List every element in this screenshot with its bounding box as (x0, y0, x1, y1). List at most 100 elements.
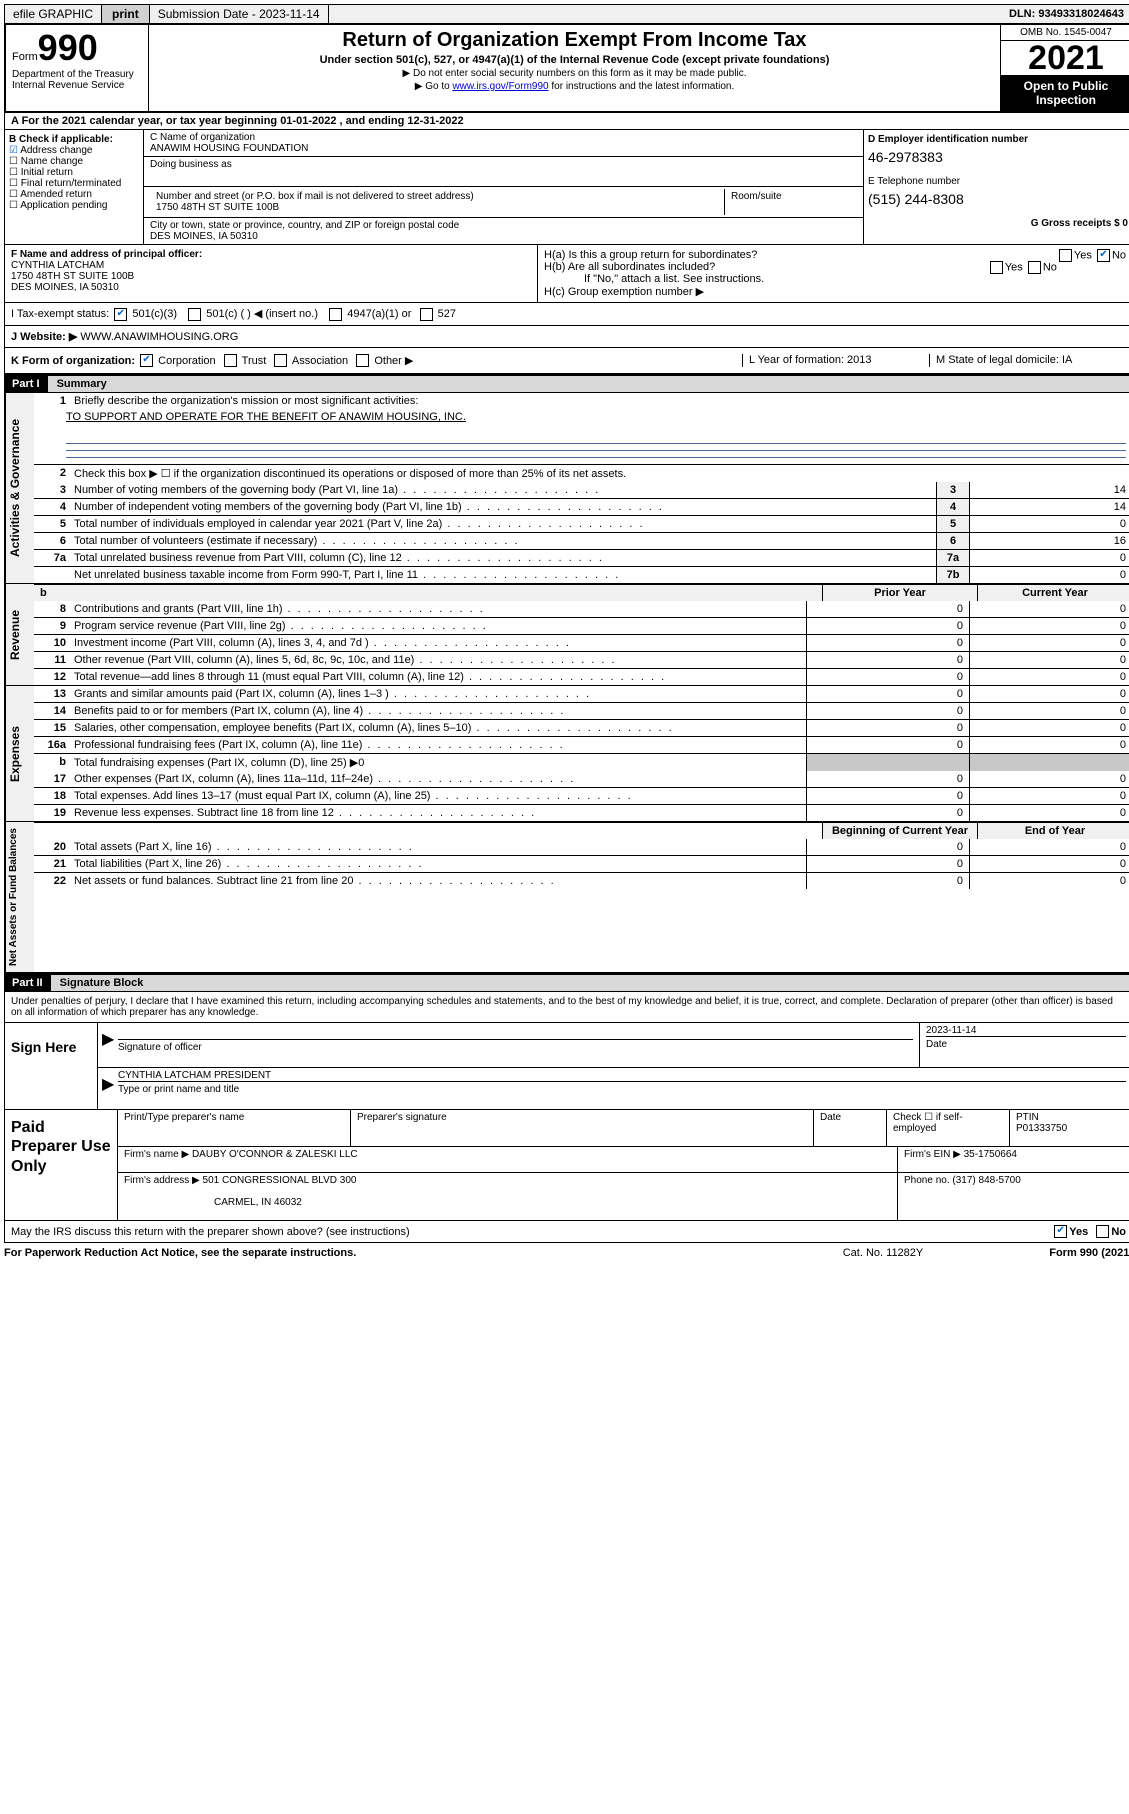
firm-addr-label: Firm's address ▶ (124, 1175, 200, 1186)
q1-label: Briefly describe the organization's miss… (70, 393, 1129, 409)
ha-yes[interactable] (1059, 249, 1072, 262)
irs-link[interactable]: www.irs.gov/Form990 (452, 81, 548, 92)
prep-sig-label: Preparer's signature (351, 1110, 814, 1146)
chk-4947[interactable] (329, 308, 342, 321)
city-label: City or town, state or province, country… (150, 220, 459, 231)
sign-here-label: Sign Here (5, 1023, 97, 1109)
hc-label: H(c) Group exemption number ▶ (544, 285, 1126, 298)
chk-501c3[interactable]: ✔ (114, 308, 127, 321)
chk-527[interactable] (420, 308, 433, 321)
street-label: Number and street (or P.O. box if mail i… (156, 191, 474, 202)
form-subtitle: Under section 501(c), 527, or 4947(a)(1)… (153, 54, 996, 66)
dept-treasury: Department of the Treasury (12, 69, 142, 80)
chk-corp[interactable]: ✔ (140, 354, 153, 367)
section-net-assets: Net Assets or Fund Balances Beginning of… (4, 822, 1129, 973)
top-toolbar: efile GRAPHIC print Submission Date - 20… (4, 4, 1129, 24)
efile-label: efile GRAPHIC (5, 5, 102, 23)
sig-arrow-icon: ▶ (102, 1029, 114, 1049)
firm-ein-label: Firm's EIN ▶ (904, 1149, 961, 1160)
q2-label: Check this box ▶ ☐ if the organization d… (70, 465, 1129, 482)
chk-other[interactable] (356, 354, 369, 367)
part-i-title: Summary (51, 378, 107, 390)
chk-assoc[interactable] (274, 354, 287, 367)
row-a-tax-year: A For the 2021 calendar year, or tax yea… (4, 113, 1129, 130)
col-b-header: B Check if applicable: (9, 134, 113, 145)
firm-addr1: 501 CONGRESSIONAL BLVD 300 (203, 1175, 357, 1186)
row-f-h: F Name and address of principal officer:… (4, 245, 1129, 303)
part-ii-title: Signature Block (54, 977, 144, 989)
sign-here-block: Sign Here ▶ Signature of officer 2023-11… (4, 1023, 1129, 1110)
ein-value: 46-2978383 (868, 149, 1128, 165)
summary-line: 10Investment income (Part VIII, column (… (34, 634, 1129, 651)
form-number: 990 (38, 27, 98, 68)
section-revenue: Revenue b Prior Year Current Year 8Contr… (4, 584, 1129, 686)
org-name: ANAWIM HOUSING FOUNDATION (150, 143, 308, 154)
summary-line: 5Total number of individuals employed in… (34, 515, 1129, 532)
hb-no[interactable] (1028, 261, 1041, 274)
irs-label: Internal Revenue Service (12, 80, 142, 91)
end-year-header: End of Year (977, 823, 1129, 839)
print-button[interactable]: print (102, 5, 150, 23)
ptin-label: PTIN (1016, 1112, 1039, 1123)
hb-label: H(b) Are all subordinates included? (544, 261, 715, 273)
officer-name: CYNTHIA LATCHAM (11, 260, 104, 271)
sig-officer-label: Signature of officer (118, 1039, 913, 1053)
summary-line: 14Benefits paid to or for members (Part … (34, 702, 1129, 719)
current-year-header: Current Year (977, 585, 1129, 601)
ha-no[interactable]: ✔ (1097, 249, 1110, 262)
chk-amended[interactable]: ☐ (9, 189, 20, 200)
chk-initial-return[interactable]: ☐ (9, 167, 21, 178)
vtab-revenue: Revenue (5, 584, 34, 685)
summary-line: Net unrelated business taxable income fr… (34, 566, 1129, 583)
chk-name-change[interactable]: ☐ (9, 156, 21, 167)
header-center: Return of Organization Exempt From Incom… (149, 25, 1000, 111)
dba-label: Doing business as (150, 159, 232, 170)
summary-line: 18Total expenses. Add lines 13–17 (must … (34, 787, 1129, 804)
website-label: J Website: ▶ (11, 331, 77, 343)
summary-line: 11Other revenue (Part VIII, column (A), … (34, 651, 1129, 668)
chk-app-pending[interactable]: ☐ (9, 200, 20, 211)
form-note-2: ▶ Go to www.irs.gov/Form990 for instruct… (153, 81, 996, 92)
form-footer: Form 990 (2021) (983, 1247, 1129, 1259)
firm-addr2: CARMEL, IN 46032 (124, 1197, 302, 1208)
part-i-bar: Part I Summary (4, 374, 1129, 393)
summary-line: 7aTotal unrelated business revenue from … (34, 549, 1129, 566)
street-value: 1750 48TH ST SUITE 100B (156, 202, 279, 213)
penalties-text: Under penalties of perjury, I declare th… (4, 992, 1129, 1023)
summary-line: 6Total number of volunteers (estimate if… (34, 532, 1129, 549)
paperwork-footer: For Paperwork Reduction Act Notice, see … (4, 1243, 1129, 1259)
summary-line: 3Number of voting members of the governi… (34, 482, 1129, 498)
c-name-label: C Name of organization (150, 132, 255, 143)
room-suite-label: Room/suite (725, 189, 857, 215)
sig-arrow-icon-2: ▶ (102, 1074, 114, 1094)
summary-line: 22Net assets or fund balances. Subtract … (34, 872, 1129, 889)
firm-ein: 35-1750664 (964, 1149, 1017, 1160)
city-value: DES MOINES, IA 50310 (150, 231, 258, 242)
submission-date: Submission Date - 2023-11-14 (150, 5, 329, 23)
print-name-label: Type or print name and title (118, 1081, 1126, 1095)
discuss-no[interactable] (1096, 1225, 1109, 1238)
vtab-governance: Activities & Governance (5, 393, 34, 583)
officer-addr2: DES MOINES, IA 50310 (11, 282, 119, 293)
summary-line: 4Number of independent voting members of… (34, 498, 1129, 515)
part-ii-label: Part II (4, 975, 51, 991)
paperwork-notice: For Paperwork Reduction Act Notice, see … (4, 1247, 783, 1259)
form-word: Form (12, 51, 38, 63)
hb-yes[interactable] (990, 261, 1003, 274)
form-header: Form990 Department of the Treasury Inter… (4, 24, 1129, 113)
summary-line: 15Salaries, other compensation, employee… (34, 719, 1129, 736)
irs-discuss-row: May the IRS discuss this return with the… (4, 1221, 1129, 1243)
phone-label: E Telephone number (868, 176, 960, 187)
summary-line: 8Contributions and grants (Part VIII, li… (34, 601, 1129, 617)
chk-501c[interactable] (188, 308, 201, 321)
gross-receipts: G Gross receipts $ 0 (1031, 218, 1128, 229)
discuss-yes[interactable]: ✔ (1054, 1225, 1067, 1238)
section-governance: Activities & Governance 1 Briefly descri… (4, 393, 1129, 584)
form-note-1: ▶ Do not enter social security numbers o… (153, 68, 996, 79)
form-number-cell: Form990 Department of the Treasury Inter… (6, 25, 149, 111)
chk-trust[interactable] (224, 354, 237, 367)
prior-year-header: Prior Year (822, 585, 977, 601)
chk-final-return[interactable]: ☐ (9, 178, 21, 189)
sig-date: 2023-11-14 (926, 1025, 1126, 1036)
chk-address-change[interactable]: ☑ (9, 145, 20, 156)
